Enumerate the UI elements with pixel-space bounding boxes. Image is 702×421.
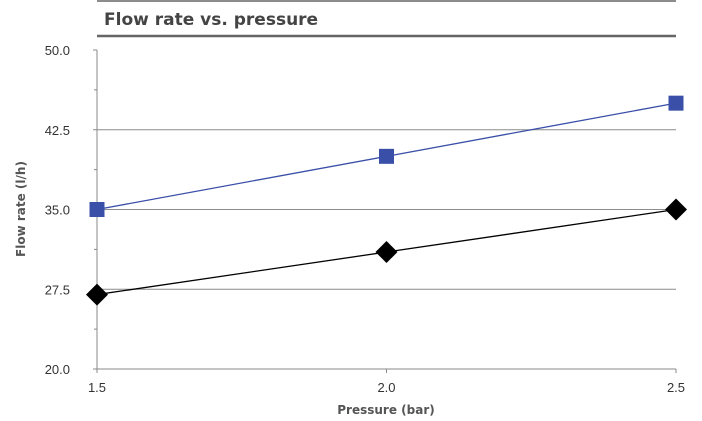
series-2-point	[665, 198, 687, 221]
series-1-point	[379, 148, 394, 164]
y-tick-labels: 20.0 27.5 35.0 42.5 50.0	[45, 43, 70, 377]
series-2-point	[86, 283, 108, 306]
series-1-point	[668, 95, 684, 111]
x-tick-label: 2.5	[667, 380, 685, 395]
series-1-point	[89, 202, 105, 217]
y-tick-label: 50.0	[45, 43, 70, 58]
x-tick-labels: 1.5 2.0 2.5	[88, 380, 685, 395]
grid-layer	[93, 49, 677, 373]
x-tick-label: 1.5	[88, 380, 106, 395]
y-tick-label: 35.0	[45, 203, 70, 218]
y-tick-label: 20.0	[45, 362, 70, 377]
x-axis-title: Pressure (bar)	[337, 403, 435, 417]
chart-title: Flow rate vs. pressure	[104, 10, 318, 30]
y-tick-label: 27.5	[45, 282, 70, 297]
y-axis-title: Flow rate (l/h)	[14, 161, 28, 257]
y-tick-label: 42.5	[45, 123, 70, 138]
series-layer	[86, 95, 687, 306]
series-2-point	[375, 241, 398, 264]
x-tick-label: 2.0	[377, 380, 395, 395]
